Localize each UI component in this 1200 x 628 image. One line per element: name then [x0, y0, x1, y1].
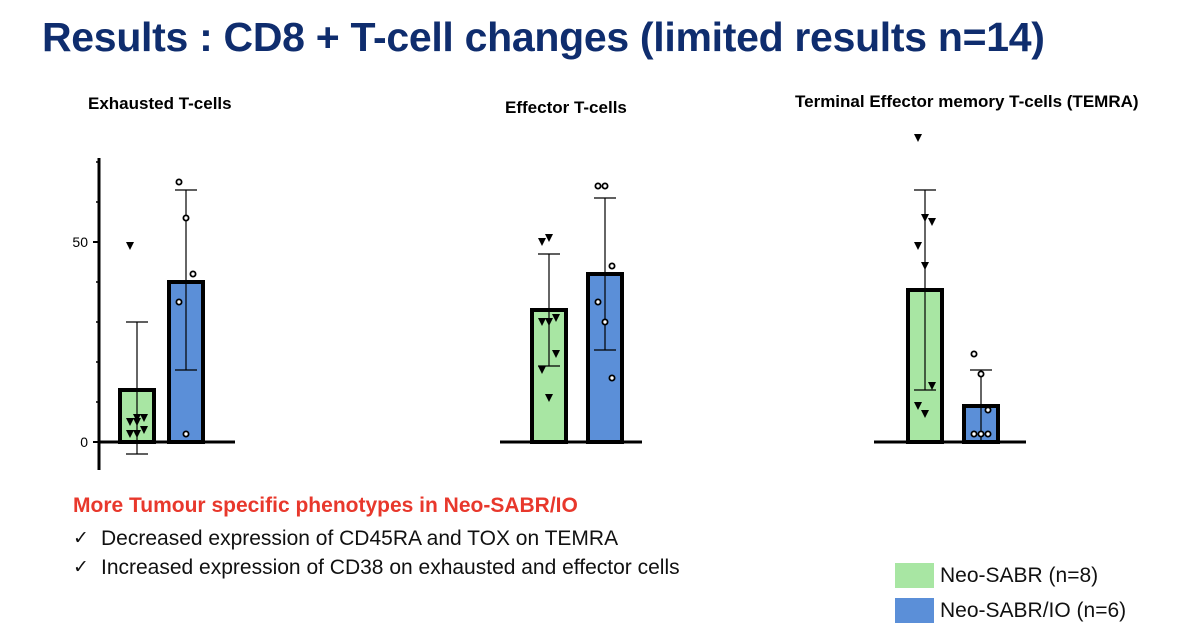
data-point: [133, 418, 141, 426]
chart-title-exhausted: Exhausted T-cells: [88, 94, 232, 113]
data-point: [601, 318, 609, 326]
data-point: [175, 178, 183, 186]
data-point: [545, 234, 553, 242]
data-point: [126, 430, 134, 438]
data-point: [601, 182, 609, 190]
data-point: [594, 182, 602, 190]
check-icon: ✓: [73, 556, 89, 578]
slide-title: Results : CD8 + T-cell changes (limited …: [42, 14, 1045, 60]
legend-label-neo-sabr: Neo-SABR (n=8): [940, 563, 1099, 587]
data-point: [538, 318, 546, 326]
data-point: [921, 410, 929, 418]
data-point: [126, 418, 134, 426]
finding-item: ✓ Decreased expression of CD45RA and TOX…: [73, 524, 833, 553]
data-point: [921, 214, 929, 222]
data-point: [970, 350, 978, 358]
data-point: [928, 218, 936, 226]
data-point: [984, 406, 992, 414]
data-point: [928, 382, 936, 390]
data-point: [182, 214, 190, 222]
data-point: [608, 262, 616, 270]
chart-title-effector: Effector T-cells: [505, 98, 627, 117]
data-point: [977, 430, 985, 438]
data-point: [914, 134, 922, 142]
data-point: [608, 374, 616, 382]
data-point: [175, 298, 183, 306]
legend-item-neo-sabr: Neo-SABR (n=8): [895, 558, 1126, 593]
legend-label-neo-sabr-io: Neo-SABR/IO (n=6): [940, 598, 1127, 622]
data-point: [594, 298, 602, 306]
data-point: [140, 426, 148, 434]
data-point: [977, 370, 985, 378]
legend-item-neo-sabr-io: Neo-SABR/IO (n=6): [895, 593, 1126, 628]
data-point: [545, 318, 553, 326]
data-point: [182, 430, 190, 438]
data-point: [140, 414, 148, 422]
data-point: [552, 314, 560, 322]
data-point: [545, 394, 553, 402]
data-point: [133, 430, 141, 438]
finding-item: ✓ Increased expression of CD38 on exhaus…: [73, 553, 833, 582]
check-icon: ✓: [73, 527, 89, 549]
data-point: [189, 270, 197, 278]
legend-swatch-neo-sabr: [895, 563, 934, 588]
data-point: [538, 238, 546, 246]
y-tick-label: 0: [80, 434, 88, 450]
findings-section: More Tumour specific phenotypes in Neo-S…: [73, 492, 833, 582]
findings-title: More Tumour specific phenotypes in Neo-S…: [73, 494, 578, 517]
data-point: [984, 430, 992, 438]
finding-text: Decreased expression of CD45RA and TOX o…: [101, 527, 619, 550]
data-point: [970, 430, 978, 438]
legend: Neo-SABR (n=8) Neo-SABR/IO (n=6): [895, 558, 1126, 628]
data-point: [921, 262, 929, 270]
chart-title-temra: Terminal Effector memory T-cells (TEMRA): [795, 92, 1139, 111]
data-point: [914, 242, 922, 250]
data-point: [914, 402, 922, 410]
data-point: [552, 350, 560, 358]
y-tick-label: 50: [72, 234, 88, 250]
data-point: [538, 366, 546, 374]
finding-text: Increased expression of CD38 on exhauste…: [101, 556, 680, 579]
legend-swatch-neo-sabr-io: [895, 598, 934, 623]
data-point: [126, 242, 134, 250]
